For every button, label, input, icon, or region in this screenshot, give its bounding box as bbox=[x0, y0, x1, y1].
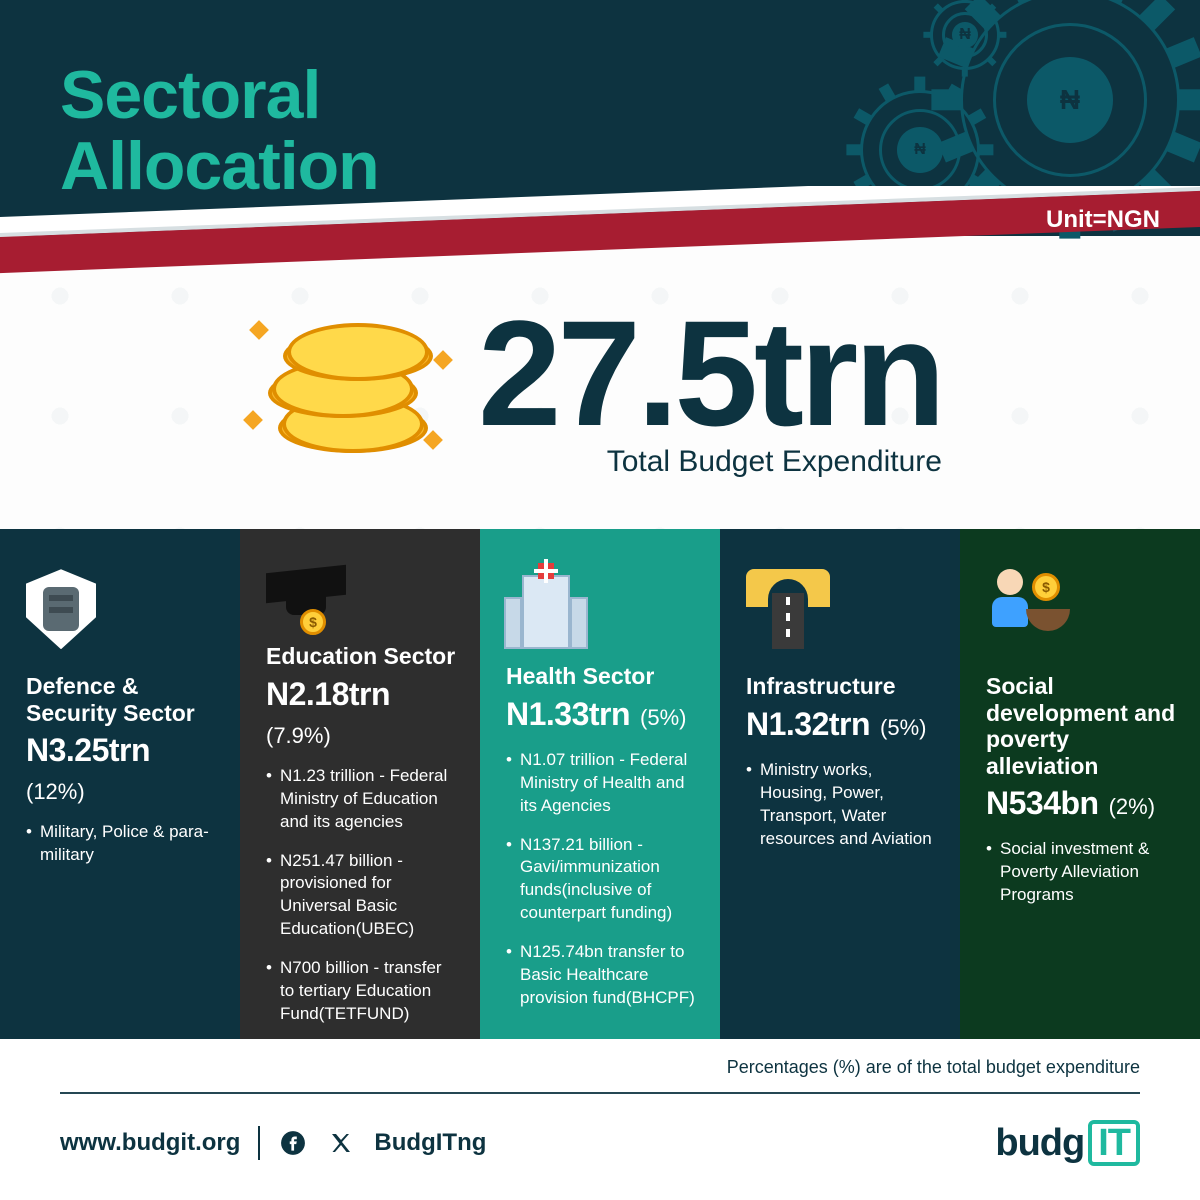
col-amount: N534bn bbox=[986, 785, 1099, 822]
title-line-1: Sectoral bbox=[60, 57, 320, 133]
col-education: $ Education Sector N2.18trn (7.9%) N1.23… bbox=[240, 529, 480, 1039]
unit-label: Unit=NGN bbox=[1046, 206, 1160, 234]
brand-logo: budgIT bbox=[995, 1120, 1140, 1166]
list-item: N137.21 billion -Gavi/immunization funds… bbox=[506, 834, 698, 926]
col-title: Infrastructure bbox=[746, 673, 938, 699]
col-pct: (7.9%) bbox=[266, 723, 331, 749]
website-link[interactable]: www.budgit.org bbox=[60, 1129, 240, 1157]
list-item: Social investment & Poverty Alleviation … bbox=[986, 838, 1178, 907]
total-section: 27.5trn Total Budget Expenditure bbox=[0, 236, 1200, 529]
col-pct: (5%) bbox=[640, 705, 686, 731]
col-amount: N3.25trn bbox=[26, 732, 150, 769]
col-title: Defence & Security Sector bbox=[26, 673, 218, 726]
col-title: Social development and poverty alleviati… bbox=[986, 673, 1178, 779]
col-social: $ Social development and poverty allevia… bbox=[960, 529, 1200, 1039]
list-item: N251.47 billion - provisioned for Univer… bbox=[266, 850, 458, 942]
col-amount: N2.18trn bbox=[266, 676, 390, 713]
defence-icon bbox=[26, 569, 218, 659]
list-item: N1.23 trillion - Federal Ministry of Edu… bbox=[266, 765, 458, 834]
col-health: Health Sector N1.33trn (5%) N1.07 trilli… bbox=[480, 529, 720, 1039]
education-icon: $ bbox=[266, 569, 458, 629]
col-title: Health Sector bbox=[506, 663, 698, 689]
col-infrastructure: Infrastructure N1.32trn (5%) Ministry wo… bbox=[720, 529, 960, 1039]
total-value: 27.5trn bbox=[478, 306, 942, 441]
coins-icon bbox=[258, 313, 448, 473]
x-icon[interactable] bbox=[326, 1128, 356, 1158]
divider bbox=[60, 1092, 1140, 1094]
social-icon: $ bbox=[986, 569, 1178, 659]
col-pct: (2%) bbox=[1109, 794, 1155, 820]
footnote: Percentages (%) are of the total budget … bbox=[0, 1039, 1200, 1086]
col-pct: (12%) bbox=[26, 779, 85, 805]
social-handle[interactable]: BudgITng bbox=[374, 1129, 486, 1157]
list-item: Ministry works, Housing, Power, Transpor… bbox=[746, 759, 938, 851]
list-item: N1.07 trillion - Federal Ministry of Hea… bbox=[506, 749, 698, 818]
brand-accent: IT bbox=[1088, 1120, 1140, 1166]
list-item: N700 billion - transfer to tertiary Educ… bbox=[266, 957, 458, 1026]
col-title: Education Sector bbox=[266, 643, 458, 669]
list-item: N125.74bn transfer to Basic Healthcare p… bbox=[506, 941, 698, 1010]
vertical-divider bbox=[258, 1126, 260, 1160]
gear-icon: ₦ bbox=[960, 0, 1180, 210]
col-defence: Defence & Security Sector N3.25trn (12%)… bbox=[0, 529, 240, 1039]
brand-main: budg bbox=[995, 1122, 1084, 1165]
health-icon bbox=[506, 569, 698, 649]
sector-columns: Defence & Security Sector N3.25trn (12%)… bbox=[0, 529, 1200, 1039]
footer: www.budgit.org BudgITng budgIT bbox=[0, 1094, 1200, 1200]
col-pct: (5%) bbox=[880, 715, 926, 741]
infrastructure-icon bbox=[746, 569, 938, 659]
page-title: Sectoral Allocation bbox=[60, 60, 379, 203]
col-amount: N1.32trn bbox=[746, 706, 870, 743]
facebook-icon[interactable] bbox=[278, 1128, 308, 1158]
col-amount: N1.33trn bbox=[506, 696, 630, 733]
list-item: Military, Police & para-military bbox=[26, 821, 218, 867]
